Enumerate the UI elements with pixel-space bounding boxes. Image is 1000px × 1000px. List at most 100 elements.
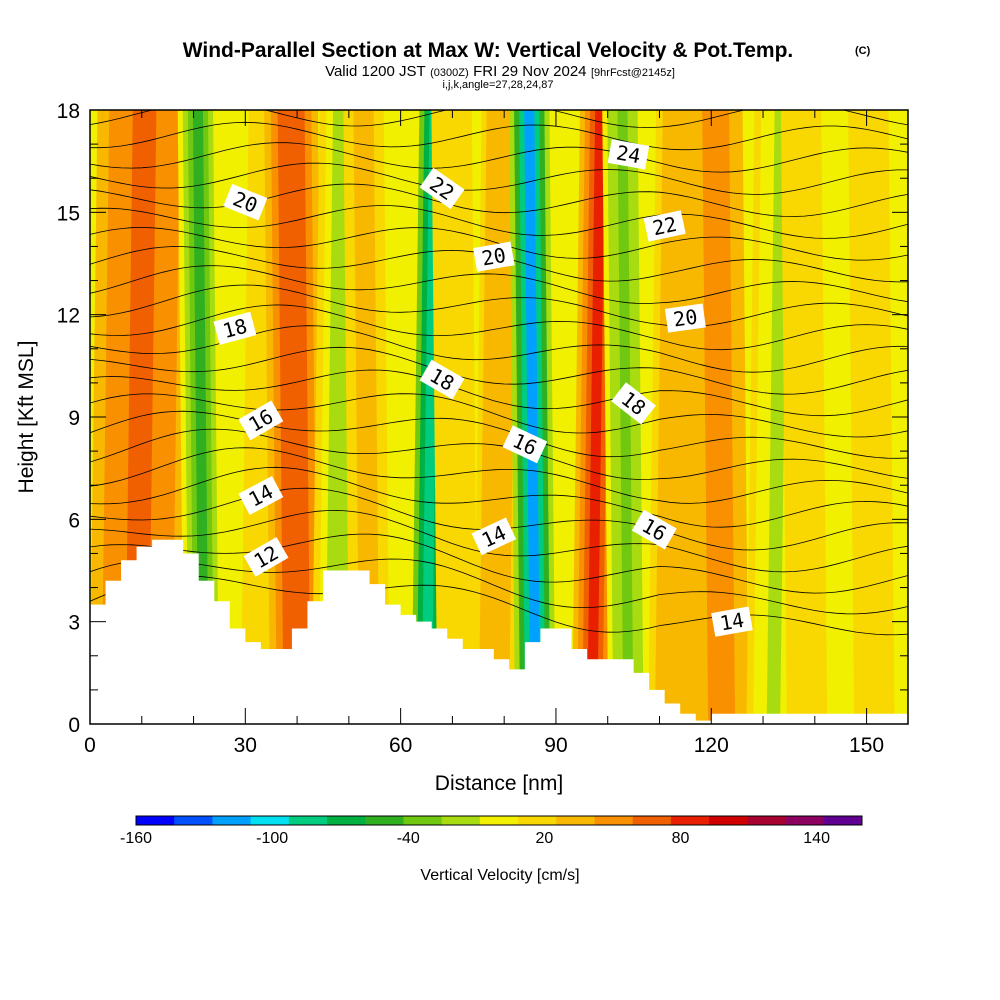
colorbar-tick-label: -160	[120, 830, 152, 847]
contour-label: 14	[711, 606, 753, 637]
contour-label-text: 24	[614, 140, 642, 168]
y-tick-label: 3	[68, 612, 80, 635]
theta-contour-line	[90, 447, 908, 504]
colorbar-swatch	[174, 816, 213, 825]
contour-label-box	[419, 167, 465, 210]
x-axis-label: Distance [nm]	[435, 772, 563, 795]
contour-label-text: 14	[718, 608, 746, 636]
colorbar-title: Vertical Velocity [cm/s]	[420, 867, 579, 884]
velocity-band	[668, 110, 690, 724]
colorbar-swatch	[212, 816, 252, 825]
theta-contour-line	[90, 466, 908, 528]
contour-label-box	[631, 509, 677, 550]
colorbar: -160 -100 -40 20 80 140	[120, 815, 863, 847]
contour-label-box	[213, 311, 257, 345]
contour-label: 20	[664, 303, 706, 333]
x-tick-label: 90	[544, 734, 567, 757]
contour-label-box	[473, 241, 515, 272]
contour-label: 24	[607, 139, 650, 170]
y-tick-label: 15	[57, 202, 80, 225]
contour-label-text: 22	[650, 212, 679, 240]
colorbar-tick-label: 20	[535, 830, 553, 847]
y-tick-label: 9	[68, 407, 80, 430]
contour-label-box	[711, 606, 753, 637]
terrain-mask	[90, 539, 908, 724]
contour-label-text: 20	[480, 243, 508, 271]
theta-contour-line	[90, 533, 908, 594]
colorbar-tick-label: -40	[397, 830, 420, 847]
colorbar-swatch	[250, 816, 290, 825]
theta-contour-line	[90, 265, 908, 304]
contour-label-box	[243, 536, 289, 577]
plot-area	[90, 110, 908, 724]
theta-contour-line	[90, 304, 908, 351]
x-tick-label: 30	[234, 734, 257, 757]
theta-contour-line	[90, 162, 908, 195]
contour-label-box	[419, 359, 465, 400]
utc-time-label: (0300Z)	[430, 67, 469, 79]
theta-contour-line	[90, 205, 908, 239]
theta-contour-line	[90, 393, 908, 438]
theta-contour-line	[90, 142, 908, 173]
y-tick-label: 18	[57, 100, 80, 123]
colorbar-swatch	[136, 816, 175, 825]
date-label: FRI 29 Nov 2024	[473, 63, 586, 80]
contour-label-box	[607, 139, 650, 170]
contour-label-box	[223, 183, 268, 221]
axes: 0 30 60 90 120 150 0 3 6 9 12 15 18	[57, 100, 908, 757]
colorbar-swatch	[479, 816, 519, 825]
velocity-band	[821, 110, 855, 724]
velocity-band	[192, 110, 209, 724]
theta-contour-line	[90, 558, 908, 615]
y-tick-label: 6	[68, 509, 80, 532]
x-tick-label: 0	[84, 734, 96, 757]
colorbar-swatch	[327, 816, 366, 825]
colorbar-frame	[135, 815, 863, 826]
theta-contour-line	[90, 346, 908, 395]
x-tick-label: 60	[389, 734, 412, 757]
y-tick-label: 0	[68, 714, 80, 737]
velocity-band	[446, 110, 463, 724]
colorbar-swatch	[747, 816, 786, 825]
colorbar-tick-label: 140	[803, 830, 830, 847]
contour-label-box	[664, 303, 706, 333]
contour-label: 20	[473, 241, 515, 272]
colorbar-swatch	[785, 816, 825, 825]
contour-label-box	[611, 382, 656, 425]
contour-label-box	[502, 425, 548, 464]
x-tick-label: 120	[694, 734, 729, 757]
colorbar-swatch	[823, 816, 863, 825]
theta-contour-line	[90, 575, 908, 636]
colorbar-tick-label: -100	[256, 830, 288, 847]
valid-time-label: Valid 1200 JST	[325, 63, 426, 80]
colorbar-swatch	[365, 816, 404, 825]
chart-subtitle: Valid 1200 JST (0300Z) FRI 29 Nov 2024 […	[325, 63, 675, 80]
chart-title: Wind-Parallel Section at Max W: Vertical…	[183, 39, 794, 62]
theta-contour-line	[90, 121, 908, 151]
y-tick-label: 12	[57, 305, 80, 328]
velocity-band	[358, 110, 375, 724]
theta-contour-line	[90, 369, 908, 417]
theta-contour-line	[90, 226, 908, 261]
theta-contour-line	[90, 410, 908, 459]
velocity-band	[617, 110, 634, 724]
colorbar-swatch	[441, 816, 481, 825]
velocity-band	[524, 110, 541, 724]
contour-label-box	[471, 517, 517, 556]
chart-title-units: (C)	[855, 45, 871, 57]
colorbar-swatch	[403, 816, 443, 825]
theta-contour-line	[90, 509, 908, 573]
forecast-label: [9hrFcst@2145z]	[591, 67, 675, 79]
colorbar-swatch	[594, 816, 634, 825]
colorbar-swatch	[709, 816, 748, 825]
theta-contour-line	[90, 428, 908, 480]
colorbar-swatch	[670, 816, 710, 825]
contour-label-text: 20	[672, 305, 699, 332]
contour-label-box	[643, 210, 686, 242]
section-indices: i,j,k,angle=27,28,24,87	[442, 79, 553, 91]
contour-label-box	[238, 475, 284, 515]
velocity-band	[587, 110, 606, 724]
x-tick-label: 150	[849, 734, 884, 757]
colorbar-tick-label: 80	[672, 830, 690, 847]
